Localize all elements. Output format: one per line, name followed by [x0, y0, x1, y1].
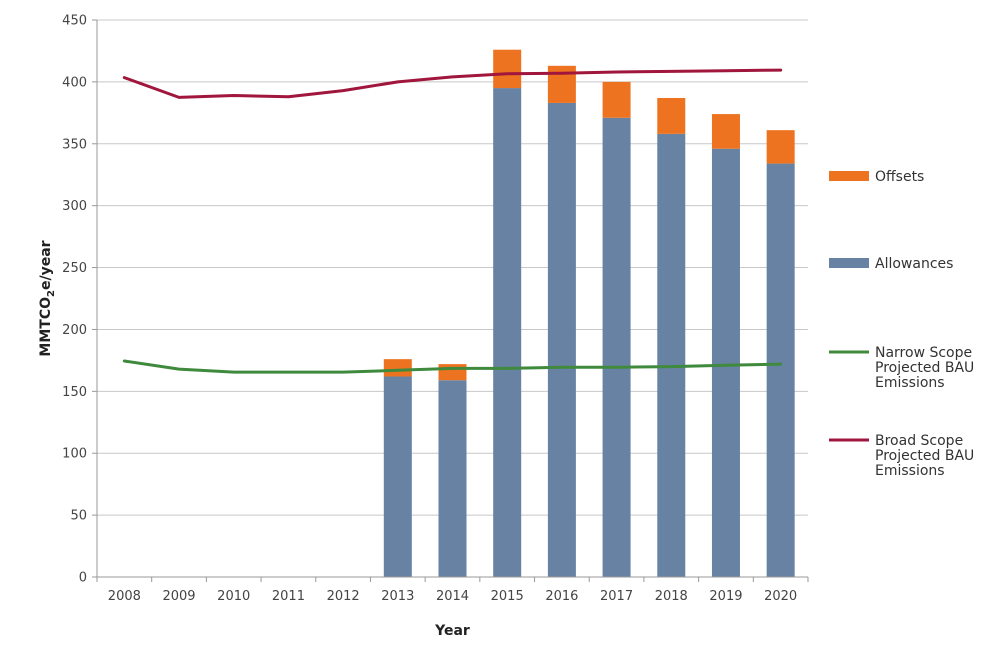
x-tick-label-2010: 2010 [217, 589, 250, 604]
line-broad-scope-bau [122, 68, 783, 99]
y-tick-label: 250 [62, 261, 87, 276]
legend-swatch-offsets [829, 171, 869, 181]
legend-swatch-allowances [829, 258, 869, 268]
y-tick-label: 450 [62, 14, 87, 29]
x-tick-label-2008: 2008 [108, 589, 141, 604]
bar-offsets-2014 [438, 364, 467, 381]
legend-label: Narrow Scope [875, 345, 972, 361]
y-tick-label: 50 [70, 509, 87, 524]
bar-offsets-2015 [493, 49, 522, 89]
bar-allowances-2018 [657, 133, 686, 577]
legend-label: Emissions [875, 375, 945, 391]
y-tick-label: 100 [62, 447, 87, 462]
bar-offsets-2018 [657, 97, 686, 134]
x-tick-label-2016: 2016 [545, 589, 578, 604]
y-tick-label: 400 [62, 75, 87, 90]
legend-label: Allowances [875, 256, 953, 272]
gridlines [97, 19, 808, 516]
x-tick-label-2009: 2009 [162, 589, 195, 604]
x-tick-label-2018: 2018 [655, 589, 688, 604]
y-tick-label: 300 [62, 199, 87, 214]
bar-allowances-2016 [547, 102, 576, 577]
y-tick-label: 200 [62, 323, 87, 338]
bar-offsets-2016 [547, 65, 576, 103]
tick-labels: 0 50 100 150 200 250 300 350 400 450 2008 2009 2010 2… [62, 14, 797, 605]
bar-allowances-2014 [438, 380, 467, 577]
line-marks [122, 68, 783, 374]
bar-offsets-2020 [766, 130, 795, 164]
x-tick-label-2014: 2014 [436, 589, 469, 604]
y-axis-title-suffix: e/year [38, 240, 54, 290]
x-tick-label-2020: 2020 [764, 589, 797, 604]
legend-label: Offsets [875, 169, 924, 185]
x-tick-label-2011: 2011 [272, 589, 305, 604]
y-tick-label: 150 [62, 385, 87, 400]
x-tick-label-2013: 2013 [381, 589, 414, 604]
x-tick-label-2015: 2015 [491, 589, 524, 604]
legend-label: Projected BAU [875, 448, 974, 464]
y-axis-title: MMTCO2e/year [38, 240, 57, 356]
bar-marks [383, 49, 795, 578]
bar-offsets-2013 [383, 359, 412, 377]
bar-allowances-2019 [711, 148, 740, 577]
y-tick-label: 350 [62, 137, 87, 152]
bar-offsets-2019 [711, 114, 740, 149]
y-axis-title-main: MMTCO [38, 297, 54, 357]
y-tick-label: 0 [79, 571, 87, 586]
legend-label: Broad Scope [875, 433, 963, 449]
bar-offsets-2017 [602, 81, 631, 118]
legend-label: Projected BAU [875, 360, 974, 376]
bar-allowances-2020 [766, 163, 795, 578]
x-tick-label-2019: 2019 [709, 589, 742, 604]
bar-allowances-2013 [383, 376, 412, 577]
x-tick-label-2012: 2012 [327, 589, 360, 604]
bar-allowances-2017 [602, 117, 631, 577]
axes [92, 19, 809, 582]
line-narrow-scope-bau [122, 359, 783, 374]
y-axis-title-subscript: 2 [46, 290, 57, 297]
x-axis-title: Year [434, 623, 470, 639]
bar-allowances-2015 [493, 88, 522, 578]
x-tick-label-2017: 2017 [600, 589, 633, 604]
legend-label: Emissions [875, 463, 945, 479]
